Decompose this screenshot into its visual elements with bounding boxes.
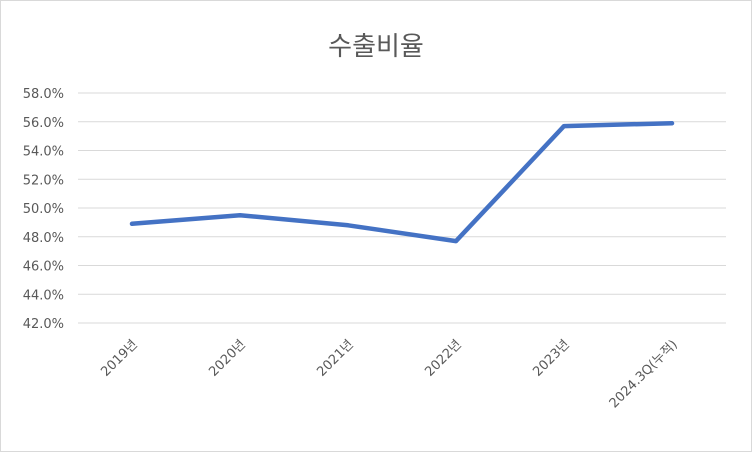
x-axis-labels: 2019년 2020년 2021년 2022년 2023년 2024.3Q(누적): [98, 337, 680, 411]
y-tick-label: 44.0%: [23, 288, 64, 303]
y-tick-label: 52.0%: [23, 173, 64, 188]
y-tick-label: 42.0%: [23, 317, 64, 332]
y-tick-label: 50.0%: [23, 202, 64, 217]
x-tick-label: 2022년: [422, 337, 464, 379]
y-tick-label: 56.0%: [23, 116, 64, 131]
data-point: [562, 124, 566, 129]
y-tick-label: 48.0%: [23, 231, 64, 246]
y-tick-label: 58.0%: [23, 87, 64, 102]
data-point: [346, 223, 350, 228]
x-tick-label: 2020년: [206, 337, 248, 379]
x-tick-label: 2019년: [98, 337, 140, 379]
data-point: [670, 121, 674, 126]
y-tick-label: 54.0%: [23, 145, 64, 160]
x-tick-label: 2024.3Q(누적): [607, 337, 681, 411]
gridlines: [78, 92, 726, 324]
x-tick-label: 2021년: [314, 337, 356, 379]
y-tick-label: 46.0%: [23, 260, 64, 275]
data-point: [130, 221, 134, 226]
data-point: [238, 213, 242, 218]
chart-title: 수출비율: [328, 32, 424, 62]
series-layer: [129, 120, 675, 244]
y-axis-labels: 42.0% 44.0% 46.0% 48.0% 50.0% 52.0% 54.0% 56.0%…: [23, 87, 64, 332]
series-line: [129, 120, 675, 244]
data-point: [454, 239, 458, 244]
x-tick-label: 2023년: [530, 337, 572, 379]
